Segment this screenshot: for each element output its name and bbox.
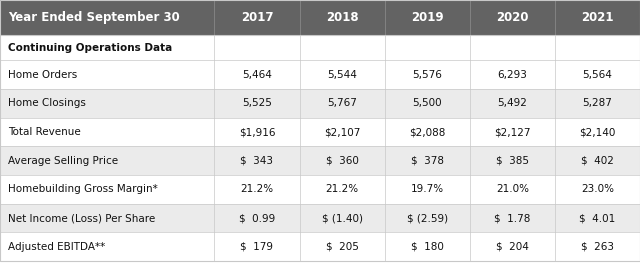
Text: $  378: $ 378 <box>411 156 444 166</box>
Bar <box>0 60 640 89</box>
Text: 5,287: 5,287 <box>582 98 612 109</box>
Text: 5,767: 5,767 <box>327 98 357 109</box>
Text: 23.0%: 23.0% <box>581 184 614 195</box>
Text: Home Closings: Home Closings <box>8 98 86 109</box>
Text: Year Ended September 30: Year Ended September 30 <box>8 11 180 24</box>
Text: $  343: $ 343 <box>241 156 273 166</box>
Text: $  179: $ 179 <box>241 242 273 252</box>
Text: $1,916: $1,916 <box>239 127 275 137</box>
Bar <box>0 204 640 232</box>
Text: 5,564: 5,564 <box>582 70 612 80</box>
Text: $  204: $ 204 <box>496 242 529 252</box>
Text: 2021: 2021 <box>581 11 614 24</box>
Text: Adjusted EBITDA**: Adjusted EBITDA** <box>8 242 106 252</box>
Bar <box>0 175 640 204</box>
Text: $  402: $ 402 <box>581 156 614 166</box>
Text: 5,544: 5,544 <box>327 70 357 80</box>
Text: 2018: 2018 <box>326 11 358 24</box>
Text: $2,140: $2,140 <box>579 127 616 137</box>
Text: 5,500: 5,500 <box>412 98 442 109</box>
Text: $  263: $ 263 <box>581 242 614 252</box>
Text: $  205: $ 205 <box>326 242 358 252</box>
Bar <box>0 89 640 118</box>
Bar <box>0 0 640 35</box>
Text: 5,525: 5,525 <box>242 98 272 109</box>
Bar <box>0 118 640 146</box>
Text: $  180: $ 180 <box>411 242 444 252</box>
Text: 5,492: 5,492 <box>497 98 527 109</box>
Text: 2019: 2019 <box>411 11 444 24</box>
Bar <box>0 35 640 60</box>
Text: Home Orders: Home Orders <box>8 70 77 80</box>
Text: Average Selling Price: Average Selling Price <box>8 156 118 166</box>
Bar <box>0 232 640 261</box>
Text: $  0.99: $ 0.99 <box>239 213 275 223</box>
Text: Net Income (Loss) Per Share: Net Income (Loss) Per Share <box>8 213 156 223</box>
Text: $  360: $ 360 <box>326 156 358 166</box>
Text: 6,293: 6,293 <box>497 70 527 80</box>
Text: $2,088: $2,088 <box>409 127 445 137</box>
Text: Continuing Operations Data: Continuing Operations Data <box>8 43 173 53</box>
Text: Homebuilding Gross Margin*: Homebuilding Gross Margin* <box>8 184 158 195</box>
Text: $  385: $ 385 <box>496 156 529 166</box>
Text: 21.0%: 21.0% <box>496 184 529 195</box>
Text: $  4.01: $ 4.01 <box>579 213 616 223</box>
Text: 2020: 2020 <box>496 11 529 24</box>
Text: $  1.78: $ 1.78 <box>494 213 531 223</box>
Text: 5,464: 5,464 <box>242 70 272 80</box>
Text: $2,127: $2,127 <box>494 127 531 137</box>
Text: 5,576: 5,576 <box>412 70 442 80</box>
Text: 21.2%: 21.2% <box>241 184 273 195</box>
Text: $ (1.40): $ (1.40) <box>321 213 363 223</box>
Text: Total Revenue: Total Revenue <box>8 127 81 137</box>
Bar <box>0 146 640 175</box>
Text: $2,107: $2,107 <box>324 127 360 137</box>
Text: 2017: 2017 <box>241 11 273 24</box>
Text: 19.7%: 19.7% <box>411 184 444 195</box>
Text: 21.2%: 21.2% <box>326 184 358 195</box>
Text: $ (2.59): $ (2.59) <box>406 213 448 223</box>
